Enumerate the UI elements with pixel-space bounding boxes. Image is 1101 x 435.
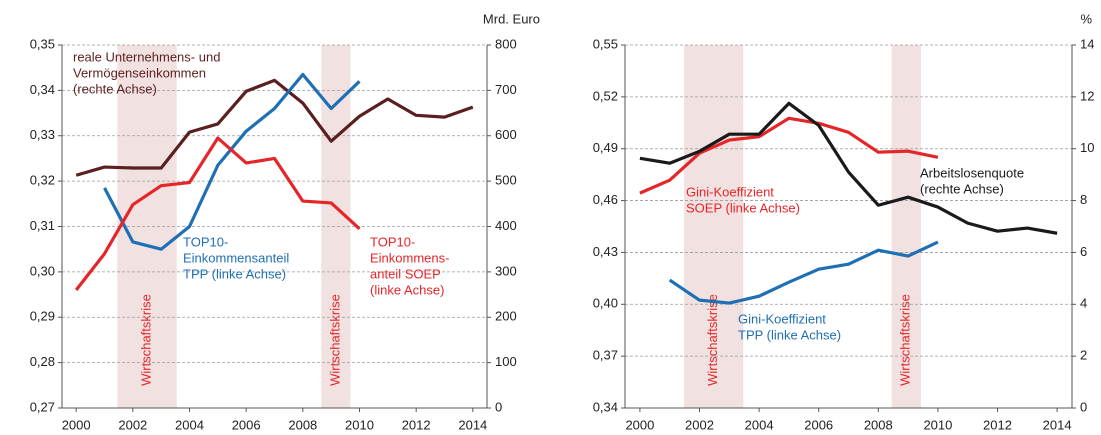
data-line — [74, 136, 361, 292]
series-annotation: (rechte Achse) — [920, 181, 1004, 196]
y2-tick-label: 700 — [495, 82, 517, 97]
span-label: Wirtschaftskrise — [898, 294, 913, 386]
series-annotation: TPP (linke Achse) — [183, 266, 286, 281]
y-tick-label: 0,46 — [593, 192, 618, 207]
data-line — [103, 72, 361, 251]
series-annotation: SOEP (linke Achse) — [686, 200, 800, 215]
y-tick-label: 0,40 — [593, 296, 618, 311]
y-tick-label: 0,52 — [593, 88, 618, 103]
y-tick-label: 0,55 — [593, 36, 618, 51]
x-tick-label: 2006 — [232, 417, 261, 432]
y-tick-label: 0,43 — [593, 244, 618, 259]
y2-tick-label: 200 — [495, 309, 517, 324]
y-tick-label: 0,30 — [30, 263, 55, 278]
series-annotation: Gini-Koeffizient — [738, 311, 826, 326]
x-tick-label: 2004 — [175, 417, 204, 432]
series-annotation: (rechte Achse) — [73, 81, 157, 96]
x-tick-label: 2012 — [402, 417, 431, 432]
y-tick-label: 0,29 — [30, 309, 55, 324]
x-tick-label: 2012 — [983, 417, 1012, 432]
y2-tick-label: 600 — [495, 127, 517, 142]
recession-span — [684, 45, 744, 408]
y-tick-label: 0,28 — [30, 354, 55, 369]
chart-panel: Wirtschaftskrise Wirtschaftskrise 0,27 0,28… — [30, 11, 540, 432]
x-tick-label: 2010 — [345, 417, 374, 432]
x-tick-label: 2002 — [118, 417, 147, 432]
series-annotation: anteil SOEP — [370, 266, 441, 281]
series-annotation: TOP10- — [370, 234, 415, 249]
recession-span — [891, 45, 921, 408]
y-tick-label: 0,33 — [30, 127, 55, 142]
x-tick-label: 2002 — [685, 417, 714, 432]
y2-tick-label: 4 — [1080, 296, 1087, 311]
y2-tick-label: 0 — [495, 399, 502, 414]
y2-axis-title: % — [1080, 11, 1092, 26]
y2-tick-label: 400 — [495, 218, 517, 233]
series-annotation: Arbeitslosenquote — [920, 165, 1024, 180]
chart-panel: Wirtschaftskrise Wirtschaftskrise 0,34 0,37… — [593, 11, 1095, 432]
span-label: Wirtschaftskrise — [327, 294, 342, 386]
series-annotation: (linke Achse) — [370, 282, 444, 297]
series-annotation: reale Unternehmens- und — [73, 49, 220, 64]
y-tick-label: 0,27 — [30, 399, 55, 414]
series-annotation: TOP10- — [183, 234, 228, 249]
y-tick-label: 0,35 — [30, 36, 55, 51]
data-line — [668, 240, 939, 305]
series-annotation: TPP (linke Achse) — [738, 327, 841, 342]
x-tick-label: 2014 — [1043, 417, 1072, 432]
x-tick-label: 2008 — [288, 417, 317, 432]
y2-tick-label: 800 — [495, 36, 517, 51]
y2-tick-label: 6 — [1080, 244, 1087, 259]
y2-tick-label: 8 — [1080, 192, 1087, 207]
span-label: Wirtschaftskrise — [138, 294, 153, 386]
span-label: Wirtschaftskrise — [705, 294, 720, 386]
x-tick-label: 2000 — [62, 417, 91, 432]
y2-tick-label: 2 — [1080, 348, 1087, 363]
x-tick-label: 2004 — [745, 417, 774, 432]
x-tick-label: 2014 — [458, 417, 487, 432]
y2-tick-label: 10 — [1080, 140, 1094, 155]
x-tick-label: 2010 — [923, 417, 952, 432]
y2-tick-label: 300 — [495, 263, 517, 278]
y-tick-label: 0,34 — [30, 82, 55, 97]
x-tick-label: 2006 — [804, 417, 833, 432]
x-tick-label: 2008 — [864, 417, 893, 432]
data-line — [75, 78, 474, 177]
series-annotation: Vermögenseinkommen — [73, 65, 206, 80]
y-tick-label: 0,31 — [30, 218, 55, 233]
y-tick-label: 0,49 — [593, 140, 618, 155]
y2-tick-label: 0 — [1080, 399, 1087, 414]
y2-tick-label: 14 — [1080, 36, 1094, 51]
series-annotation: Einkommens- — [370, 250, 449, 265]
y-tick-label: 0,32 — [30, 173, 55, 188]
y-tick-label: 0,34 — [593, 399, 618, 414]
data-line — [639, 116, 939, 195]
y2-tick-label: 12 — [1080, 88, 1094, 103]
y-tick-label: 0,37 — [593, 348, 618, 363]
y2-tick-label: 100 — [495, 354, 517, 369]
series-annotation: Gini-Koeffizient — [686, 184, 774, 199]
x-tick-label: 2000 — [625, 417, 654, 432]
series-annotation: Einkommensanteil — [183, 250, 289, 265]
data-line — [639, 101, 1058, 235]
y2-tick-label: 500 — [495, 173, 517, 188]
y2-axis-title: Mrd. Euro — [483, 11, 540, 26]
